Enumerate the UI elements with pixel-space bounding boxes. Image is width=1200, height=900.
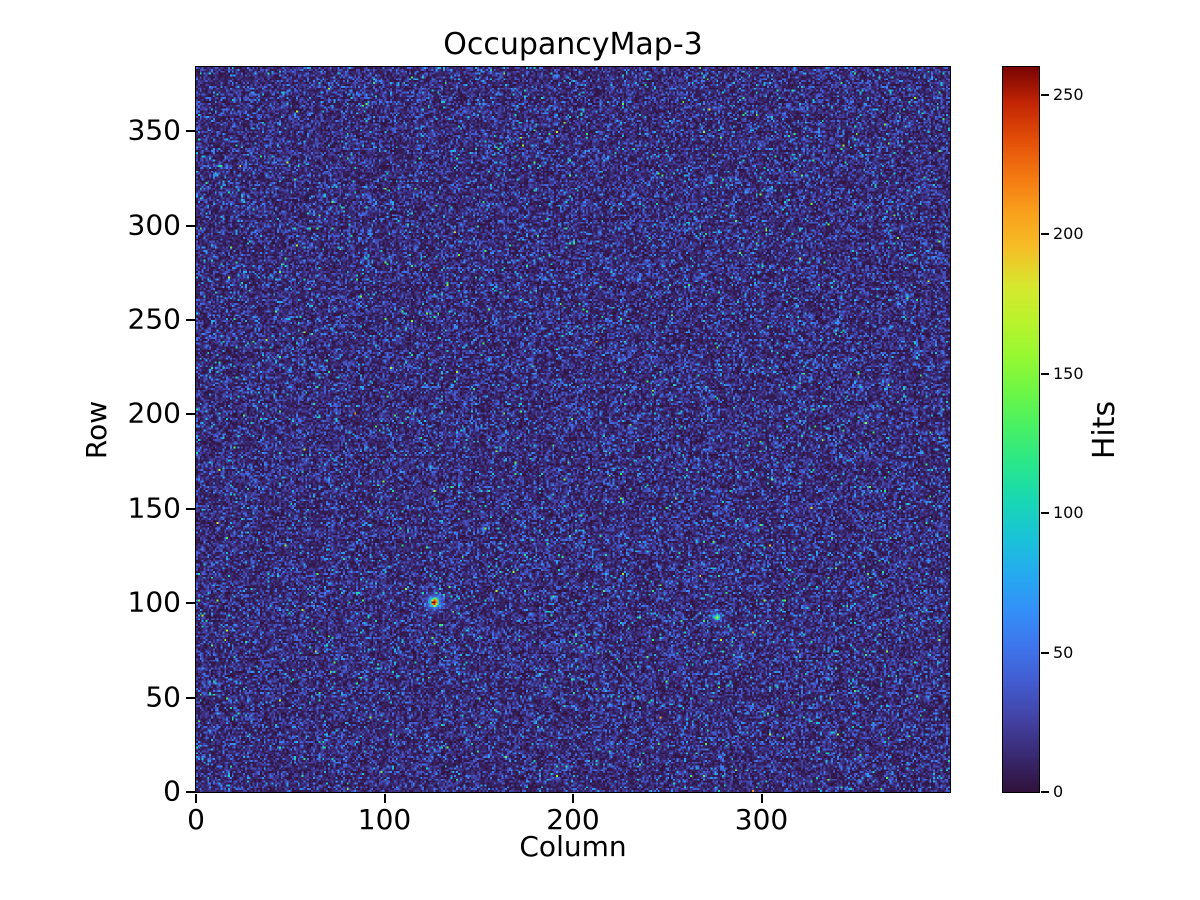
x-tick-label: 0 bbox=[187, 803, 205, 836]
colorbar-label: Hits bbox=[1087, 400, 1122, 460]
colorbar-canvas bbox=[1002, 66, 1040, 793]
y-tick-mark bbox=[185, 130, 195, 133]
colorbar-tick-mark bbox=[1040, 233, 1049, 236]
y-axis-label: Row bbox=[80, 400, 113, 460]
y-tick-mark bbox=[185, 507, 195, 510]
colorbar-tick-label: 50 bbox=[1053, 642, 1074, 662]
colorbar-tick-mark bbox=[1040, 512, 1049, 515]
x-tick-label: 100 bbox=[357, 803, 412, 836]
colorbar-tick-label: 0 bbox=[1053, 782, 1064, 801]
y-tick-label: 300 bbox=[127, 207, 181, 241]
y-tick-mark bbox=[185, 791, 195, 793]
y-tick-mark bbox=[185, 696, 195, 699]
y-tick-mark bbox=[185, 602, 195, 605]
colorbar-tick-mark bbox=[1040, 791, 1049, 793]
plot-title: OccupancyMap-3 bbox=[443, 27, 703, 62]
x-tick-mark bbox=[195, 793, 197, 803]
colorbar-tick-mark bbox=[1040, 93, 1049, 96]
colorbar-tick-label: 200 bbox=[1053, 224, 1084, 244]
x-tick-mark bbox=[383, 793, 386, 803]
x-tick-label: 200 bbox=[546, 803, 600, 836]
colorbar-tick-label: 250 bbox=[1053, 84, 1084, 104]
x-tick-mark bbox=[572, 793, 574, 803]
y-tick-label: 150 bbox=[127, 491, 181, 525]
colorbar-tick-mark bbox=[1040, 372, 1049, 375]
x-axis-label: Column bbox=[519, 830, 627, 863]
y-tick-label: 350 bbox=[127, 113, 181, 147]
y-tick-label: 50 bbox=[145, 679, 181, 713]
y-tick-label: 200 bbox=[127, 396, 181, 430]
colorbar-tick-label: 100 bbox=[1053, 503, 1084, 523]
colorbar-tick-label: 150 bbox=[1053, 363, 1084, 383]
y-tick-mark bbox=[185, 224, 195, 227]
y-tick-mark bbox=[185, 413, 195, 416]
y-tick-label: 250 bbox=[127, 302, 181, 336]
y-tick-mark bbox=[185, 318, 195, 321]
y-tick-label: 100 bbox=[127, 585, 181, 619]
x-tick-mark bbox=[760, 793, 763, 803]
heatmap-canvas bbox=[195, 66, 951, 793]
colorbar-tick-mark bbox=[1040, 651, 1049, 654]
y-tick-label: 0 bbox=[163, 774, 181, 808]
x-tick-label: 300 bbox=[734, 803, 789, 836]
